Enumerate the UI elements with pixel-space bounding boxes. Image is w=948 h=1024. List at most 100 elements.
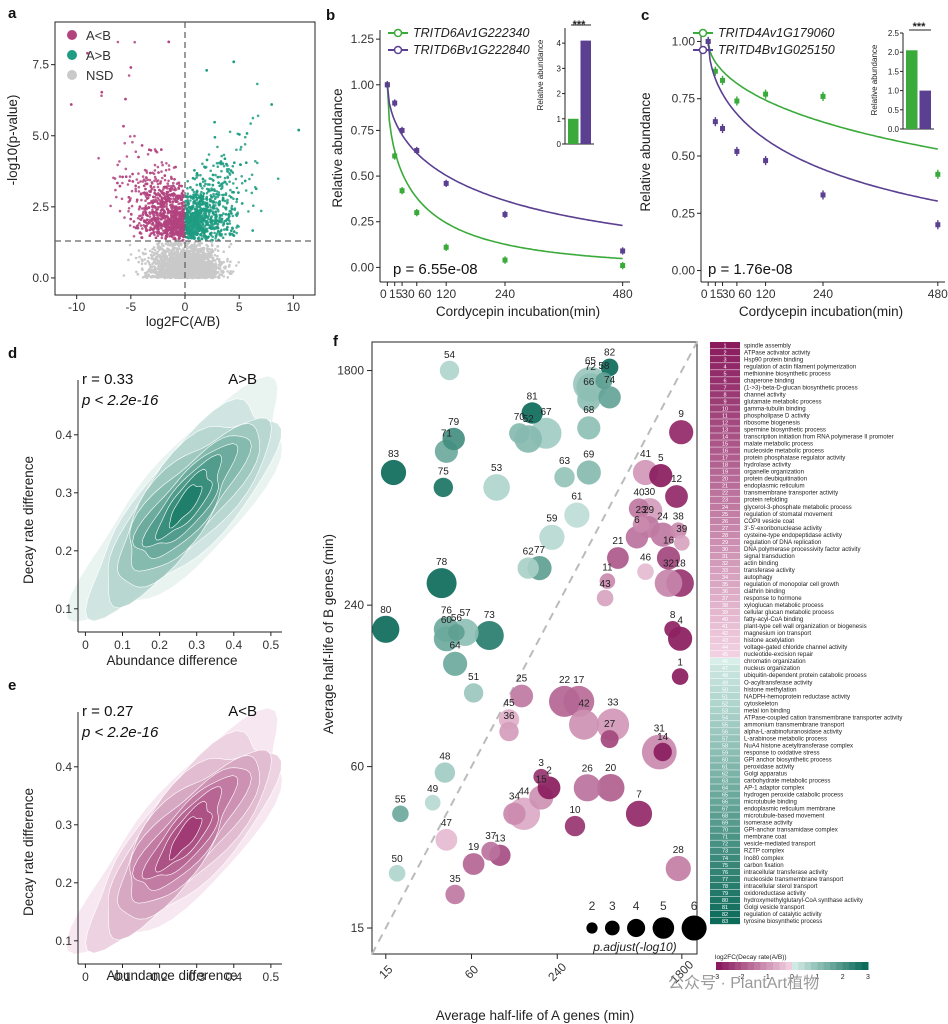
a-lt-b-point: [170, 234, 174, 238]
y-tick-label: 0.25: [672, 206, 696, 220]
a-lt-b-point: [123, 216, 126, 219]
a-lt-b-point: [159, 203, 163, 207]
bubble-56: [448, 624, 465, 641]
a-gt-b-point: [232, 234, 236, 237]
bubble-label-82: 82: [604, 348, 616, 359]
a-lt-b-point: [167, 227, 170, 231]
bubble-43: [596, 589, 614, 607]
nsd-point: [193, 256, 196, 259]
a-lt-b-point: [167, 225, 170, 228]
a-lt-b-point: [154, 177, 158, 181]
a-gt-b-point: [187, 228, 191, 231]
a-gt-b-point: [215, 190, 219, 193]
nsd-point: [144, 262, 147, 265]
nsd-point: [193, 259, 196, 262]
bubble-74: [598, 386, 621, 409]
panel-letter-b: b: [326, 7, 335, 24]
a-gt-b-point: [201, 227, 205, 230]
a-gt-b-point: [230, 204, 234, 208]
a-lt-b-point: [176, 217, 180, 221]
data-point: [734, 148, 740, 154]
x-tick-label: 0.3: [188, 638, 205, 652]
term-swatch-7: [710, 384, 740, 391]
panel-letter-d: d: [8, 345, 17, 362]
a-lt-b-point: [176, 194, 180, 198]
nsd-point: [216, 245, 219, 248]
nsd-point: [128, 243, 132, 247]
nsd-point: [149, 265, 153, 269]
data-point: [734, 98, 740, 104]
inset-y-tick-label: 3: [557, 64, 562, 73]
a-lt-b-point: [178, 236, 181, 239]
nsd-point: [217, 266, 220, 270]
nsd-point: [138, 255, 141, 259]
bubble-label-63: 63: [559, 456, 571, 467]
nsd-point: [181, 249, 184, 253]
a-gt-b-point: [235, 231, 238, 235]
a-lt-b-point: [163, 231, 167, 235]
a-gt-b-point: [236, 211, 239, 214]
a-lt-b-point: [168, 221, 171, 225]
bubble-14: [653, 742, 672, 762]
nsd-point: [165, 255, 169, 259]
a-lt-b-point: [168, 219, 171, 223]
a-gt-b-point: [194, 217, 198, 220]
a-gt-b-point: [223, 199, 227, 203]
a-gt-b-point: [195, 203, 199, 207]
a-gt-b-point: [189, 199, 192, 202]
term-swatch-1: [710, 342, 740, 349]
nsd-point: [226, 259, 229, 263]
x-tick-label: 0.1: [114, 638, 131, 652]
a-lt-b-point: [149, 184, 153, 188]
a-lt-b-point: [146, 153, 150, 156]
a-gt-b-point: [219, 187, 223, 191]
data-point: [820, 192, 826, 198]
a-lt-b-point: [152, 172, 156, 176]
bubble-50: [388, 865, 406, 882]
outlier-point: [129, 66, 133, 69]
term-label-9: glutamate metabolic process: [744, 398, 822, 405]
nsd-point: [229, 242, 233, 246]
y-tick-label: 60: [351, 760, 365, 774]
nsd-point: [194, 266, 198, 270]
a-gt-b-point: [222, 164, 226, 168]
a-lt-b-point: [178, 184, 181, 187]
size-legend-dot: [604, 920, 620, 936]
a-lt-b-point: [153, 211, 156, 214]
a-lt-b-point: [114, 188, 117, 192]
a-lt-b-point: [161, 163, 164, 167]
bubble-label-3: 3: [538, 758, 544, 769]
nsd-point: [167, 242, 170, 246]
nsd-point: [199, 250, 202, 254]
a-gt-b-point: [225, 222, 229, 225]
density-e-r: r = 0.27: [82, 703, 133, 720]
nsd-point: [146, 274, 150, 278]
y-tick-label: 0.3: [55, 486, 72, 500]
legend-label-a-gt-b: A>B: [86, 48, 111, 63]
fit-curve: [386, 84, 623, 227]
x-tick-label: 120: [756, 287, 776, 301]
a-gt-b-point: [188, 231, 192, 234]
a-lt-b-point: [153, 191, 156, 195]
a-lt-b-point: [137, 185, 141, 189]
a-gt-b-point: [232, 182, 235, 185]
decay-c-inset-ylabel: Relative abundance: [870, 44, 879, 115]
bubble-label-58: 58: [598, 361, 610, 372]
a-gt-b-point: [216, 222, 220, 226]
bubble-27: [600, 730, 619, 749]
nsd-point: [168, 257, 171, 261]
bubble-label-12: 12: [671, 474, 683, 485]
a-lt-b-point: [160, 227, 163, 230]
size-legend-label: 2: [589, 899, 596, 913]
bubble-label-65: 65: [585, 356, 597, 367]
bubble-59: [539, 524, 565, 550]
bubble-49: [424, 794, 441, 811]
nsd-point: [197, 248, 200, 251]
nsd-point: [193, 250, 196, 253]
a-lt-b-point: [130, 204, 134, 208]
a-gt-b-point: [185, 195, 189, 198]
bubble-83: [380, 459, 407, 486]
x-tick-label: 60: [462, 962, 482, 982]
a-lt-b-point: [156, 193, 159, 197]
a-lt-b-point: [167, 179, 170, 183]
